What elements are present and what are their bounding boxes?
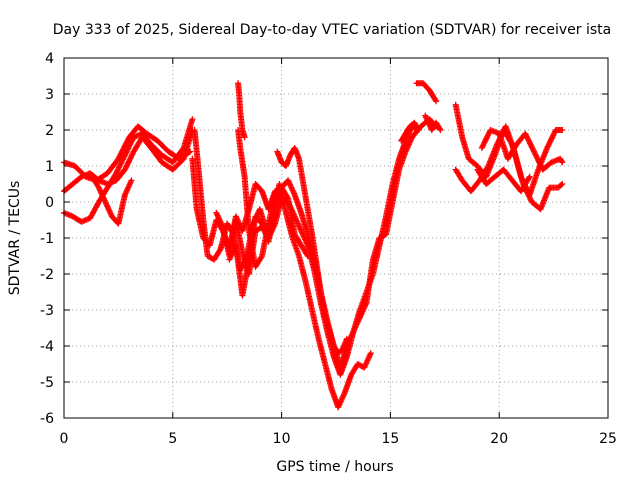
series-track-p: [452, 123, 566, 213]
y-tick-label: -2: [40, 267, 54, 283]
series-track-c: [61, 127, 196, 195]
data-point: [433, 98, 440, 105]
series-track-e: [191, 127, 374, 411]
data-point: [525, 175, 532, 182]
x-tick-label: 5: [168, 431, 177, 447]
x-tick-label: 25: [599, 431, 617, 447]
series-track-j: [274, 145, 350, 357]
series-track-m: [413, 80, 440, 105]
data-point: [284, 194, 291, 201]
series-track-r: [474, 166, 533, 195]
series-track-o: [452, 101, 566, 198]
data-points: [61, 80, 566, 411]
data-point: [414, 125, 421, 132]
plot-frame: [63, 57, 609, 419]
data-point: [559, 181, 566, 187]
series-track-q: [478, 127, 566, 173]
data-point: [241, 134, 248, 141]
data-point: [437, 127, 444, 133]
y-tick-label: -5: [40, 375, 54, 391]
data-point: [216, 247, 223, 254]
data-point: [415, 127, 422, 133]
data-point: [432, 97, 439, 103]
series-track-n: [422, 112, 444, 133]
data-point: [367, 350, 374, 357]
x-tick-label: 10: [273, 431, 291, 447]
series-track-l: [398, 119, 422, 144]
y-tick-label: 4: [45, 51, 54, 67]
y-tick-label: 3: [45, 87, 54, 103]
data-point: [128, 177, 135, 184]
x-tick-label: 20: [490, 431, 508, 447]
data-point: [304, 253, 311, 259]
y-axis-label: SDTVAR / TECUs: [7, 181, 23, 296]
x-tick-label: 0: [60, 431, 69, 447]
x-tick-label: 15: [381, 431, 399, 447]
series-track-k: [235, 80, 248, 141]
series-track-h: [226, 184, 311, 299]
data-point: [526, 173, 533, 180]
series-track-d: [89, 173, 135, 227]
data-point: [558, 181, 565, 188]
data-point: [559, 159, 566, 166]
y-tick-labels: -6 -5 -4 -3 -2 -1 0 1 2 3 4: [40, 51, 54, 427]
y-tick-label: 2: [45, 123, 54, 139]
y-tick-label: 0: [45, 195, 54, 211]
chart-title: Day 333 of 2025, Sidereal Day-to-day VTE…: [53, 22, 611, 38]
series-track-i: [235, 127, 279, 270]
y-tick-label: -6: [40, 411, 54, 427]
data-point: [343, 335, 350, 342]
data-point: [436, 125, 443, 132]
data-point: [272, 191, 279, 198]
data-point: [559, 127, 566, 133]
y-tick-label: 1: [45, 159, 54, 175]
x-tick-labels: 0 5 10 15 20 25: [60, 431, 617, 447]
y-tick-label: -3: [40, 303, 54, 319]
y-tick-label: -1: [40, 231, 54, 247]
data-point: [189, 116, 196, 123]
data-point: [558, 158, 565, 165]
y-tick-label: -4: [40, 339, 54, 355]
x-axis-label: GPS time / hours: [276, 459, 393, 475]
